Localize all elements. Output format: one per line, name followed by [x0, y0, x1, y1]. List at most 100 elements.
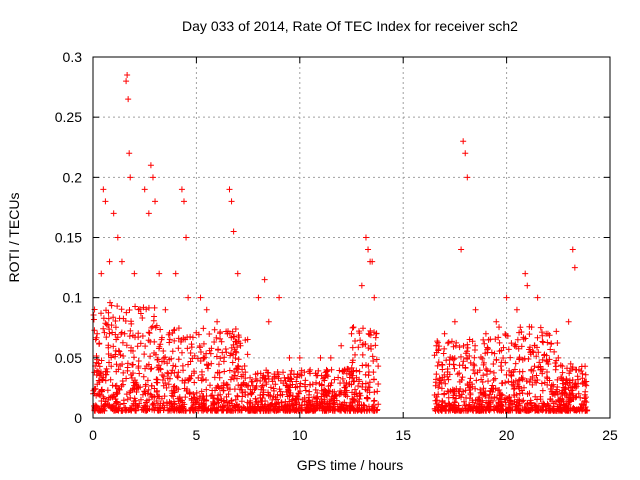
data-point: [207, 407, 214, 414]
data-point: [502, 359, 509, 366]
data-point: [464, 341, 471, 348]
data-point: [190, 368, 197, 375]
data-point: [187, 358, 194, 365]
data-point: [188, 395, 195, 402]
data-point: [496, 391, 503, 398]
data-point: [362, 371, 369, 378]
data-point: [132, 303, 139, 310]
data-point: [237, 382, 244, 389]
data-point: [214, 318, 221, 325]
data-point: [129, 386, 136, 393]
data-point: [110, 314, 117, 321]
data-point: [352, 337, 359, 344]
data-point: [472, 306, 479, 313]
data-point: [136, 305, 143, 312]
data-point: [194, 355, 201, 362]
data-point: [148, 365, 155, 372]
data-point: [143, 399, 150, 406]
data-point: [348, 400, 355, 407]
data-point: [157, 326, 164, 333]
data-point: [120, 352, 127, 359]
data-point: [283, 382, 290, 389]
data-point: [145, 386, 152, 393]
data-point: [160, 347, 167, 354]
data-point: [434, 362, 441, 369]
data-point: [147, 366, 154, 373]
data-point: [160, 373, 167, 380]
data-point: [93, 367, 100, 374]
data-point: [495, 399, 502, 406]
data-point: [539, 370, 546, 377]
data-point: [305, 405, 312, 412]
data-point: [496, 348, 503, 355]
data-point: [93, 403, 100, 410]
data-point: [544, 358, 551, 365]
data-point: [146, 396, 153, 403]
data-point: [100, 186, 107, 193]
data-point: [154, 393, 161, 400]
data-point: [502, 395, 509, 402]
data-point: [312, 386, 319, 393]
data-point: [359, 380, 366, 387]
data-point: [141, 351, 148, 358]
data-point: [485, 336, 492, 343]
data-point: [283, 388, 290, 395]
data-point: [559, 363, 566, 370]
data-point: [265, 318, 272, 325]
data-point: [101, 329, 108, 336]
data-point: [91, 327, 98, 334]
data-point: [206, 331, 213, 338]
data-point: [195, 403, 202, 410]
data-point: [264, 401, 271, 408]
data-point: [144, 405, 151, 412]
data-point: [254, 370, 261, 377]
data-point: [484, 345, 491, 352]
data-point: [437, 406, 444, 413]
data-point: [306, 397, 313, 404]
data-point: [352, 351, 359, 358]
data-point: [575, 390, 582, 397]
data-point: [496, 339, 503, 346]
data-point: [302, 383, 309, 390]
data-point: [366, 331, 373, 338]
data-point: [221, 354, 228, 361]
data-point: [452, 406, 459, 413]
data-point: [261, 375, 268, 382]
data-point: [578, 400, 585, 407]
data-point: [115, 347, 122, 354]
data-point: [182, 377, 189, 384]
data-point: [544, 368, 551, 375]
data-point: [356, 368, 363, 375]
data-point: [438, 407, 445, 414]
data-point: [278, 399, 285, 406]
data-point: [171, 369, 178, 376]
data-point: [130, 361, 136, 368]
data-point: [165, 381, 172, 388]
data-point: [466, 386, 473, 393]
data-point: [265, 369, 272, 376]
data-point: [175, 386, 182, 393]
data-point: [543, 330, 550, 337]
data-point: [103, 321, 110, 328]
data-point: [275, 371, 282, 378]
data-point: [128, 375, 135, 382]
data-point: [106, 359, 113, 366]
data-point: [253, 383, 260, 390]
data-point: [239, 366, 246, 373]
data-point: [526, 379, 533, 386]
data-point: [524, 282, 531, 289]
data-point: [433, 376, 440, 383]
data-point: [169, 403, 176, 410]
data-point: [551, 348, 558, 355]
data-point: [130, 405, 137, 412]
data-point: [259, 401, 266, 408]
data-point: [232, 396, 239, 403]
data-point: [467, 390, 474, 397]
data-point: [533, 344, 540, 351]
data-point: [218, 338, 225, 345]
data-point: [472, 385, 479, 392]
data-point: [242, 381, 249, 388]
data-point: [461, 398, 468, 405]
data-point: [581, 397, 588, 404]
data-point: [179, 362, 186, 369]
